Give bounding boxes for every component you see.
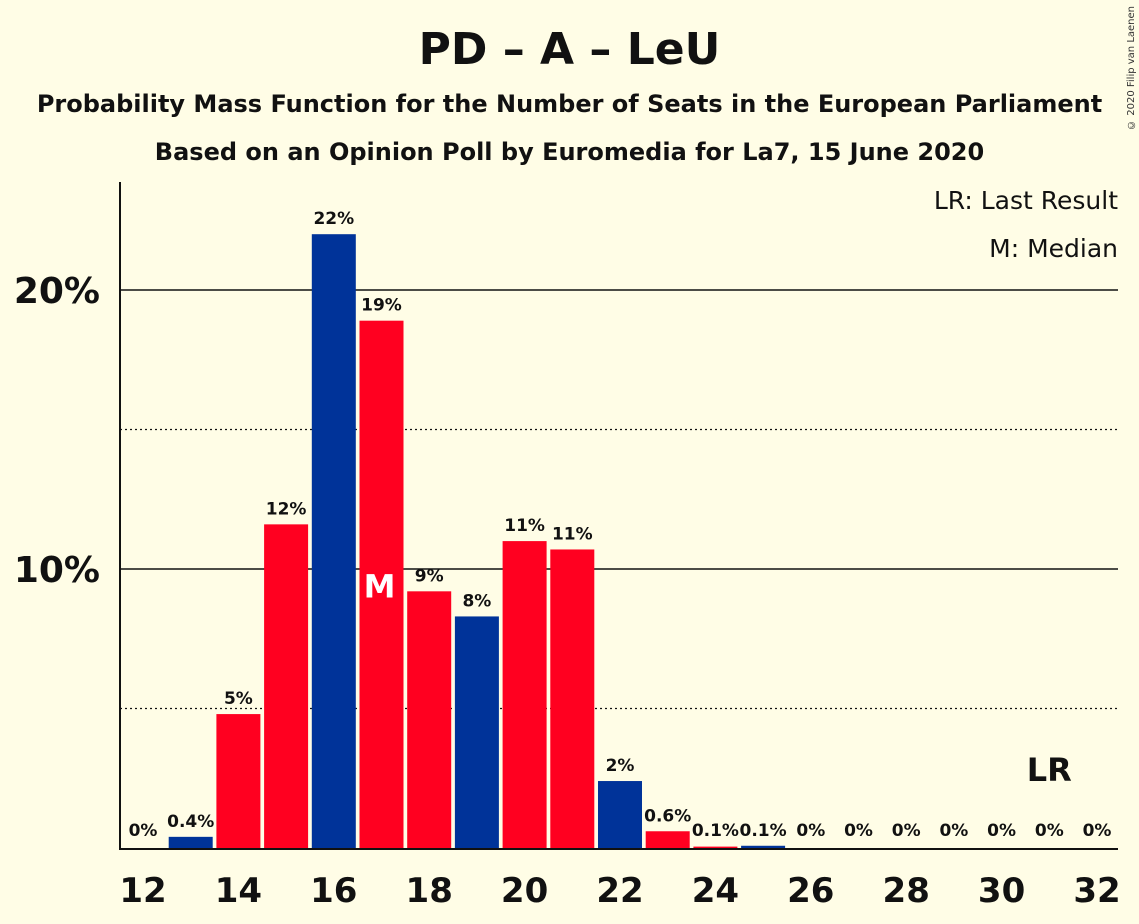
median-marker: M <box>364 568 396 606</box>
chart-subtitle: Probability Mass Function for the Number… <box>36 90 1103 118</box>
bar <box>216 714 261 848</box>
y-tick-label: 10% <box>14 550 100 591</box>
bar <box>359 320 404 848</box>
chart-subtitle-source: Based on an Opinion Poll by Euromedia fo… <box>154 138 985 166</box>
data-labels: 0% 0.4%5%12%22%19%9%8%11% 11%2%0.6%0.1% 0.1… <box>129 209 1112 841</box>
data-label: 22% <box>313 209 354 229</box>
data-label: 0% <box>129 821 158 841</box>
data-label: 0% <box>939 821 968 841</box>
bar <box>645 831 690 848</box>
bar <box>407 591 452 848</box>
data-label: 0% <box>1035 821 1064 841</box>
bar <box>454 616 499 848</box>
x-tick-label: 28 <box>883 871 930 911</box>
data-label: 0% <box>987 821 1016 841</box>
data-label: 0.1% <box>692 821 739 841</box>
data-label: 2% <box>606 756 635 776</box>
last-result-marker: LR <box>1027 751 1072 789</box>
bar <box>311 234 356 848</box>
legend-median: M: Median <box>989 234 1118 263</box>
bar <box>550 549 595 848</box>
data-label: 0% <box>844 821 873 841</box>
bars <box>168 234 786 848</box>
data-label: 12% <box>266 499 307 519</box>
chart-title: PD – A – LeU <box>418 24 721 75</box>
x-tick-label: 26 <box>787 871 834 911</box>
y-tick-label: 20% <box>14 271 100 312</box>
data-label: 8% <box>462 591 491 611</box>
data-label: 9% <box>415 566 444 586</box>
x-tick-label: 24 <box>692 871 739 911</box>
bar <box>598 781 642 848</box>
axes: 10% 20% 12 14 16 18 20 22 24 26 28 30 32 <box>14 182 1121 911</box>
data-label: 0.6% <box>644 806 691 826</box>
x-tick-label: 18 <box>406 871 453 911</box>
data-label: 0.1% <box>740 821 787 841</box>
data-label: 19% <box>361 296 402 316</box>
bar <box>168 836 213 848</box>
x-tick-label: 22 <box>596 871 643 911</box>
bar <box>693 846 738 848</box>
x-tick-label: 32 <box>1073 871 1120 911</box>
bar <box>741 845 786 848</box>
data-label: 5% <box>224 689 253 709</box>
bar <box>264 524 309 848</box>
data-label: 11% <box>552 524 593 544</box>
legend-last-result: LR: Last Result <box>934 186 1118 215</box>
x-tick-label: 30 <box>978 871 1025 911</box>
x-tick-label: 12 <box>119 871 166 911</box>
data-label: 0% <box>1083 821 1112 841</box>
x-tick-label: 20 <box>501 871 548 911</box>
data-label: 11% <box>504 516 545 536</box>
bar <box>502 541 547 848</box>
data-label: 0% <box>796 821 825 841</box>
x-tick-label: 14 <box>215 871 262 911</box>
data-label: 0% <box>892 821 921 841</box>
data-label: 0.4% <box>167 812 214 832</box>
x-tick-label: 16 <box>310 871 357 911</box>
